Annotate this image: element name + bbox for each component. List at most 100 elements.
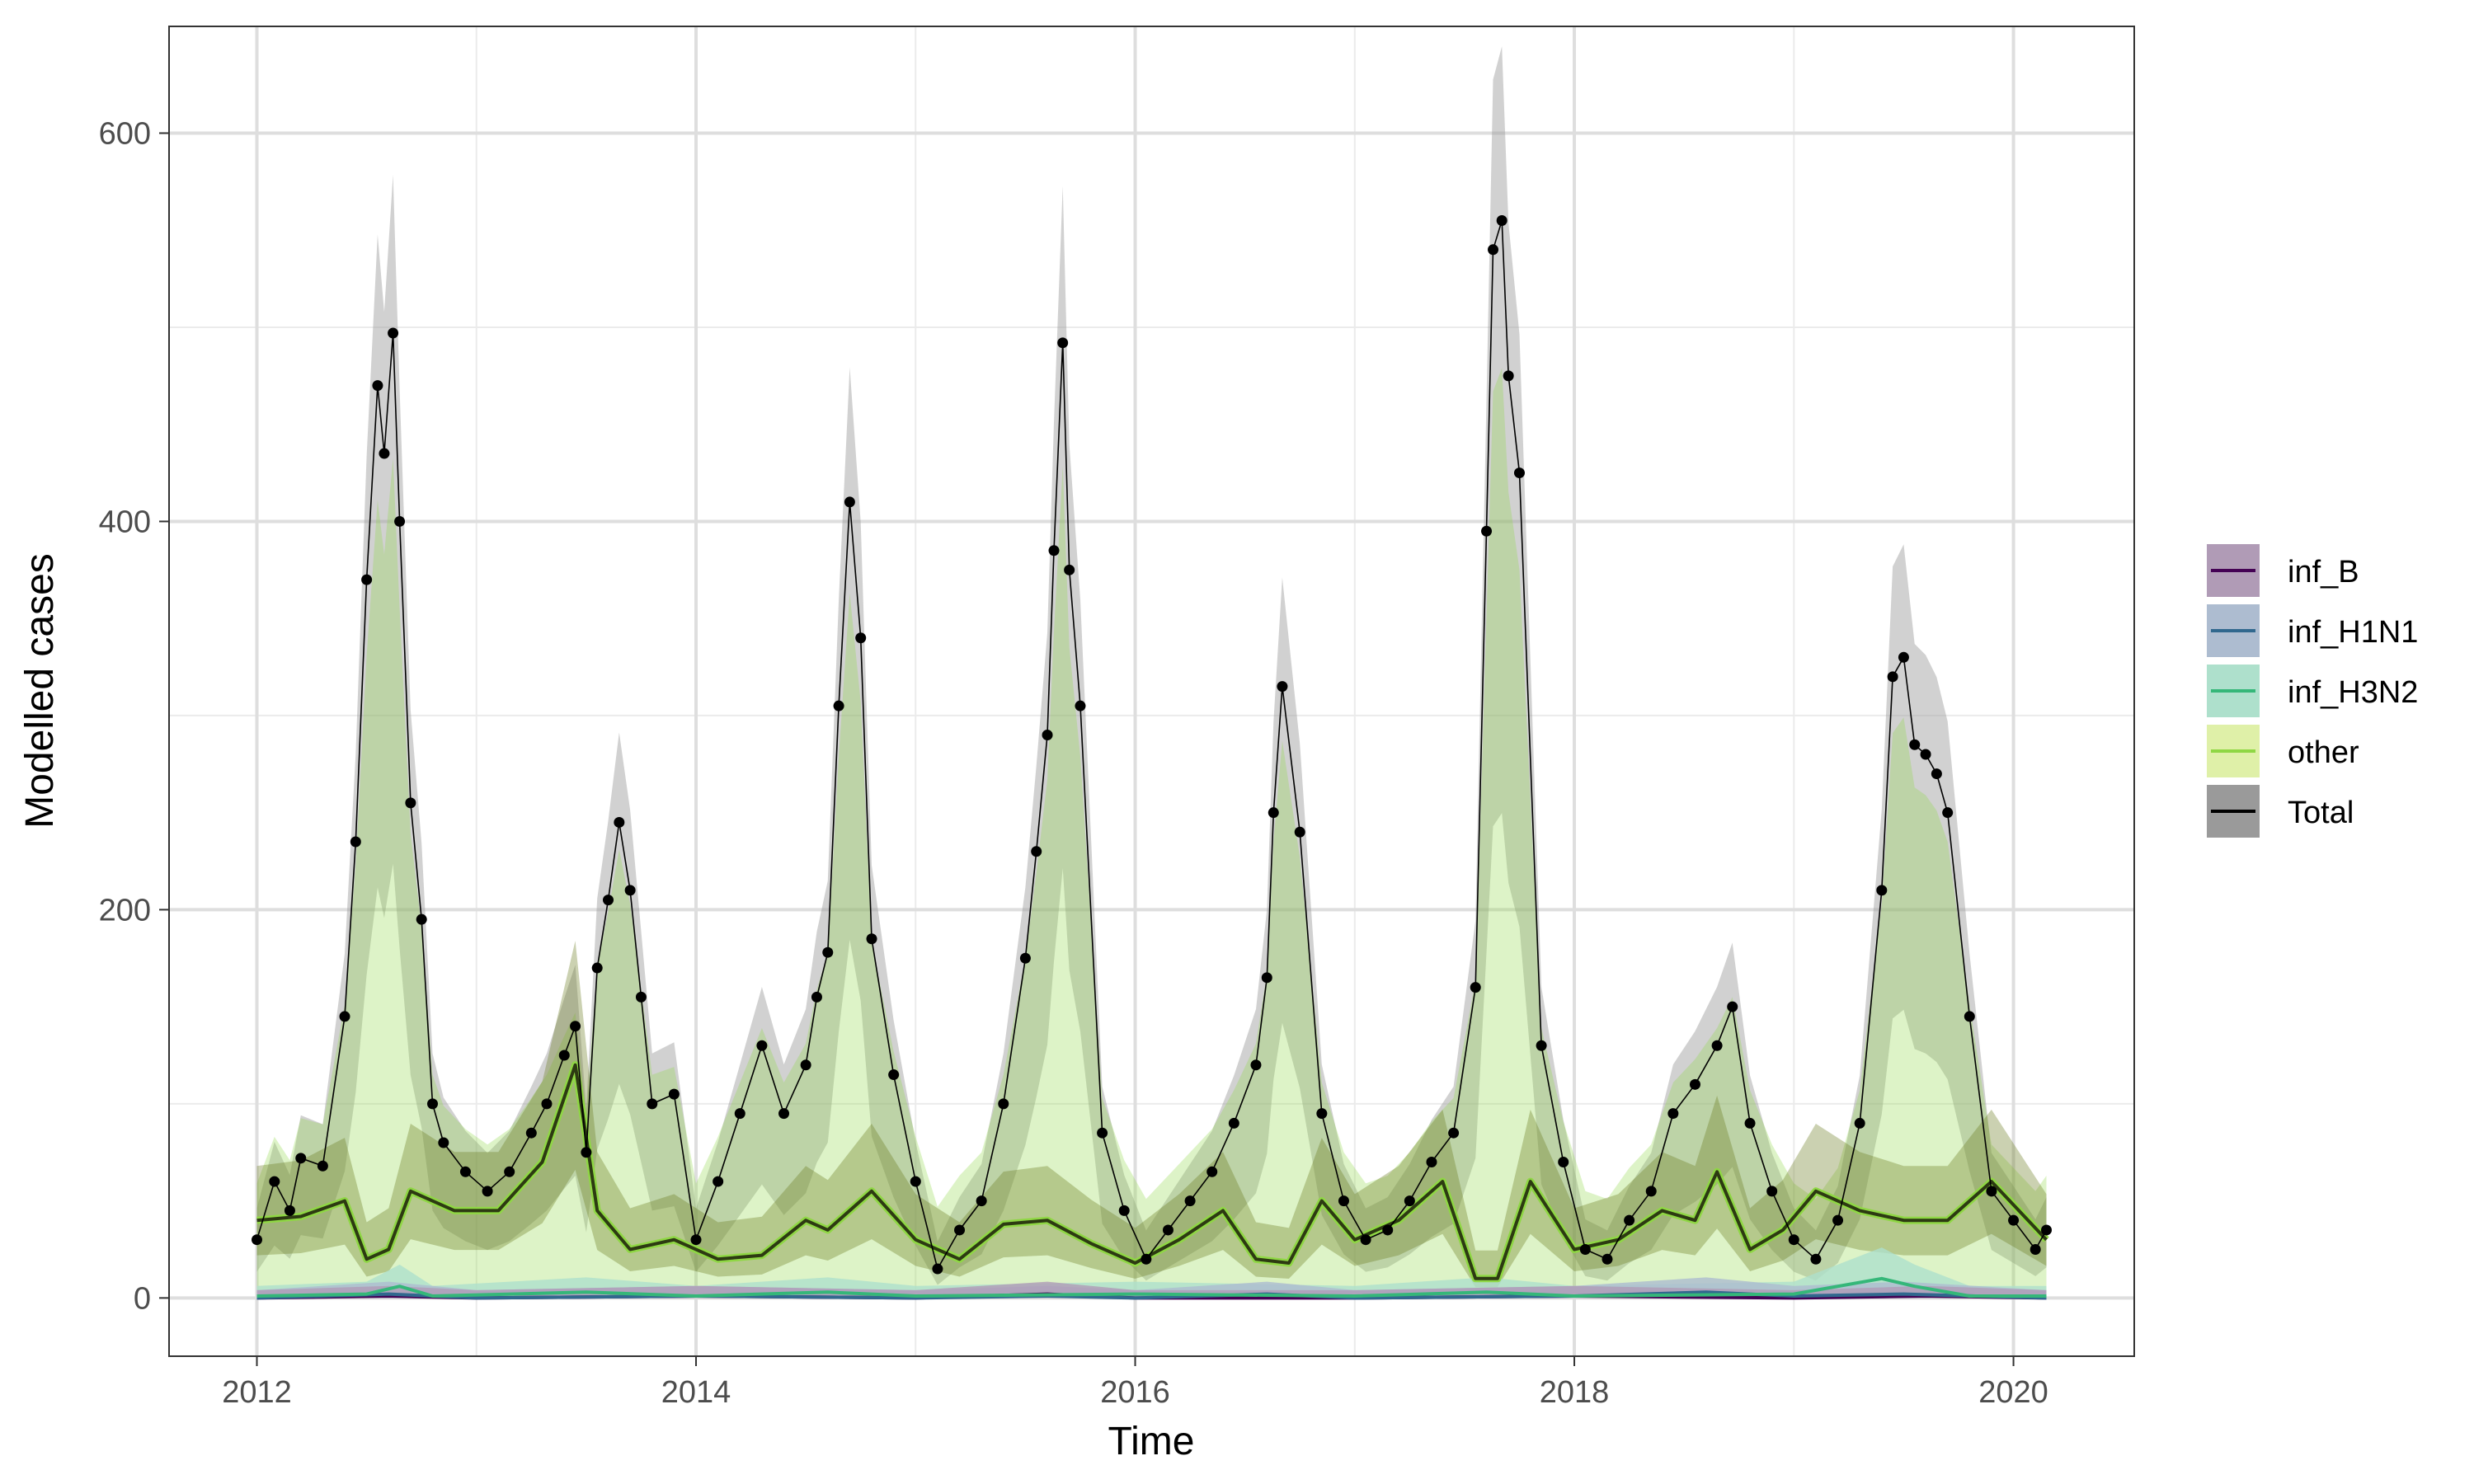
total-point [954,1224,966,1236]
total-point [1042,729,1053,740]
total-point [1261,972,1272,984]
legend-label: inf_H1N1 [2288,615,2418,650]
total-point [405,797,416,809]
total-point [1579,1243,1591,1255]
total-point [1268,807,1279,819]
total-point [1624,1214,1635,1226]
total-point [2030,1243,2041,1255]
total-point [1876,885,1888,896]
total-point [570,1021,581,1032]
legend-label: other [2288,735,2359,770]
total-point [1645,1186,1657,1197]
total-point [734,1108,745,1120]
total-point [361,574,373,585]
total-point [756,1040,768,1051]
total-point [339,1011,350,1022]
total-point [1536,1040,1547,1051]
total-point [1360,1234,1371,1246]
total-point [269,1176,280,1187]
total-point [1964,1011,1975,1022]
total-point [855,632,867,644]
total-point [1909,739,1921,750]
panel-background [169,26,2134,1356]
y-tick-label: 200 [99,893,151,928]
total-point [1513,467,1525,479]
total-point [1141,1253,1152,1265]
total-point [1788,1234,1799,1246]
total-point [394,515,406,527]
total-point [888,1069,900,1081]
total-point [1942,807,1954,819]
other-line [256,1063,2048,1280]
total-point [1711,1040,1723,1051]
y-axis-title: Modelled cases [18,553,62,829]
total-point [1986,1186,1997,1197]
total-point [1277,681,1288,693]
total-point [525,1127,537,1139]
total-point [1832,1214,1844,1226]
total-point [998,1098,1009,1110]
total-point [1048,545,1060,556]
y-tick-label: 0 [134,1281,151,1316]
legend-label: inf_B [2288,555,2359,589]
total-point [1426,1157,1437,1168]
total-point [427,1098,439,1110]
total-point [1031,846,1042,857]
total-point [932,1263,943,1275]
total-point [668,1088,680,1100]
legend-label: inf_H3N2 [2288,675,2418,710]
total-point [866,933,877,945]
total-point [504,1166,515,1177]
total-point [1206,1166,1218,1177]
total-point [1075,700,1086,711]
y-tick-label: 600 [99,117,151,152]
total-point [1920,749,1931,760]
y-tick-label: 400 [99,505,151,539]
total-point [295,1153,307,1164]
total-point [1503,370,1514,382]
total-point [833,700,844,711]
total-point [844,496,855,508]
total-point [1689,1078,1700,1090]
total-point [438,1137,449,1148]
total-point [2008,1214,2020,1226]
total-band [256,46,2047,1285]
total-point [1448,1127,1460,1139]
total-point [1162,1224,1174,1236]
total-point [558,1050,570,1061]
total-point [2040,1224,2052,1236]
total-point [1184,1195,1196,1207]
total-point [976,1195,987,1207]
total-point [822,946,834,958]
total-point [1382,1224,1394,1236]
total-point [416,913,427,925]
total-point [1854,1117,1865,1129]
total-point [1470,982,1481,993]
other-inner-band [256,941,2047,1288]
total-point [647,1098,658,1110]
total-point [800,1059,811,1071]
total-point [603,895,614,906]
total-point [372,380,383,392]
total-point [1481,525,1493,537]
panel-border [168,26,2135,1357]
x-tick-label: 2018 [1540,1375,1610,1410]
total-point [624,885,636,896]
total-point [1488,244,1499,256]
total-point [690,1234,702,1246]
axes: 2012 2014 2016 2018 2020 0 200 400 600 [99,117,2048,1410]
total-point [614,816,625,828]
total-point [1294,826,1305,838]
total-point [1316,1108,1328,1120]
total-point [1898,651,1909,663]
total-point [1228,1117,1239,1129]
total-point [1558,1157,1569,1168]
total-point [252,1234,263,1246]
total-point [1810,1253,1822,1265]
total-point [482,1186,493,1197]
total-point [1057,337,1069,349]
total-point [541,1098,553,1110]
total-point [910,1176,921,1187]
